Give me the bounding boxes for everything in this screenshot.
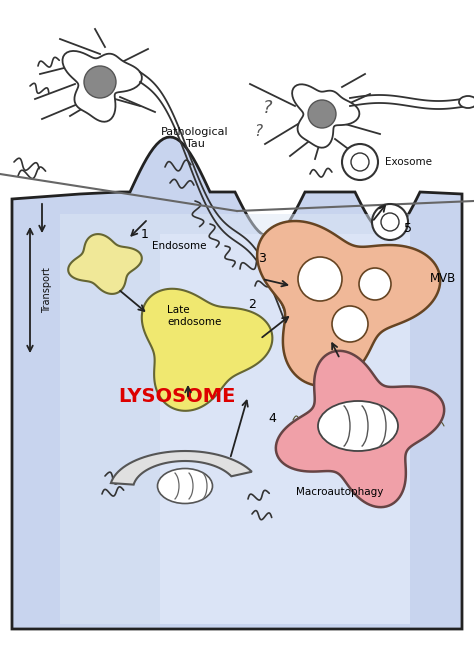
Text: LYSOSOME: LYSOSOME — [118, 387, 236, 405]
Text: ?: ? — [263, 99, 273, 117]
Circle shape — [351, 153, 369, 171]
Text: Endosome: Endosome — [152, 241, 207, 251]
Circle shape — [84, 66, 116, 98]
Text: ?: ? — [254, 124, 262, 139]
Text: 1: 1 — [141, 228, 149, 241]
Polygon shape — [276, 351, 444, 507]
Polygon shape — [257, 221, 440, 386]
Circle shape — [298, 257, 342, 301]
Polygon shape — [160, 234, 410, 624]
Text: MVB: MVB — [430, 273, 456, 286]
Circle shape — [381, 213, 399, 231]
Text: 4: 4 — [268, 413, 276, 426]
Text: 5: 5 — [404, 222, 412, 235]
Polygon shape — [292, 84, 359, 148]
Circle shape — [372, 204, 408, 240]
Text: Exosome: Exosome — [385, 157, 432, 167]
Polygon shape — [60, 214, 410, 624]
Circle shape — [342, 144, 378, 180]
Polygon shape — [63, 51, 142, 122]
Polygon shape — [12, 137, 462, 629]
Circle shape — [332, 306, 368, 342]
Text: Pathological
Tau: Pathological Tau — [161, 128, 229, 149]
Text: Transport: Transport — [42, 267, 52, 313]
Ellipse shape — [459, 96, 474, 108]
Ellipse shape — [318, 401, 398, 451]
Polygon shape — [111, 451, 252, 485]
Circle shape — [359, 268, 391, 300]
Text: Macroautophagy: Macroautophagy — [296, 487, 383, 497]
Polygon shape — [142, 289, 273, 411]
Text: 2: 2 — [248, 298, 256, 311]
Polygon shape — [68, 234, 142, 294]
Circle shape — [308, 100, 336, 128]
Text: 3: 3 — [258, 252, 266, 266]
Text: Late
endosome: Late endosome — [167, 305, 221, 327]
Ellipse shape — [157, 468, 212, 504]
FancyBboxPatch shape — [0, 0, 474, 224]
